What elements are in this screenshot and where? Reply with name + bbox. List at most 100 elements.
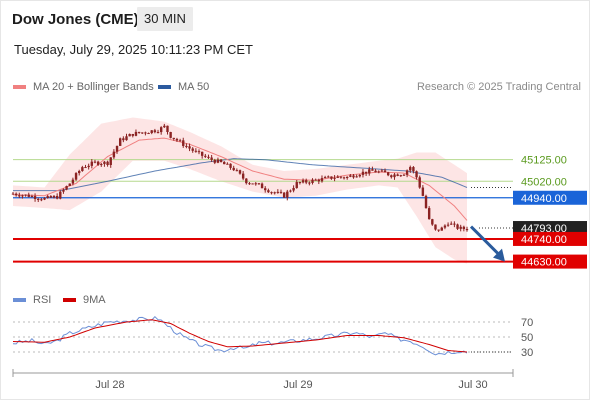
candle-body [163, 125, 166, 128]
candle-body [27, 194, 30, 197]
candle [282, 192, 286, 198]
candle-body [74, 173, 78, 180]
candle-body [289, 190, 292, 192]
ma20-label: MA 20 + Bollinger Bands [33, 81, 154, 93]
candle-body [153, 130, 157, 133]
candle [305, 178, 308, 185]
candle-body [333, 177, 336, 179]
candle-body [118, 138, 122, 146]
support-label: 44740.00 [521, 234, 567, 246]
instrument-title: Dow Jones (CME) [12, 11, 139, 28]
candle-body [245, 178, 248, 184]
candle [178, 138, 182, 142]
candle-body [292, 187, 295, 191]
candle-body [166, 125, 169, 133]
candle-body [33, 196, 37, 199]
candle [55, 193, 59, 200]
candle-body [437, 229, 440, 231]
candle [257, 182, 261, 185]
candle [308, 181, 311, 186]
candle [185, 143, 188, 149]
resistance-label: 45020.00 [521, 176, 567, 188]
candle [402, 173, 406, 176]
candle [144, 131, 147, 136]
candle-body [185, 145, 188, 147]
candle-body [450, 223, 453, 225]
candle-body [336, 176, 339, 178]
candle [37, 197, 40, 203]
candle-body [371, 169, 374, 171]
candle-body [431, 219, 434, 225]
candle [320, 175, 324, 183]
ma20-line [12, 137, 468, 221]
candle [100, 162, 103, 167]
candle [330, 176, 333, 180]
candle [264, 186, 267, 193]
candle-body [109, 157, 112, 165]
candle-body [251, 183, 254, 185]
candle-body [368, 169, 371, 174]
rsi-tick-label: 30 [521, 347, 533, 359]
candle [109, 157, 112, 168]
candle-body [286, 191, 289, 198]
candle [273, 191, 276, 195]
candle-body [46, 196, 49, 199]
candle [27, 192, 30, 198]
candlesticks [11, 123, 469, 232]
ma50-swatch [158, 85, 171, 89]
candle-body [204, 155, 207, 157]
candle-body [156, 132, 160, 134]
candle [396, 173, 399, 177]
candle [204, 153, 207, 158]
candle [191, 147, 194, 153]
ma20-swatch [13, 85, 26, 89]
candle-body [393, 174, 396, 178]
candle-body [241, 173, 245, 179]
candle [141, 132, 144, 134]
candle-body [456, 224, 459, 229]
candle-body [327, 176, 330, 178]
support-label-bg [513, 231, 587, 246]
candle [323, 175, 327, 179]
candle [238, 169, 242, 175]
candle [260, 182, 264, 189]
candle-body [264, 188, 267, 191]
candle [248, 182, 251, 185]
candle-body [311, 179, 314, 183]
ma50-line [13, 158, 468, 192]
candle [434, 224, 437, 231]
candle [412, 166, 415, 174]
candle [409, 165, 412, 173]
candle-body [159, 127, 163, 133]
candle [169, 131, 172, 139]
candle [374, 168, 377, 173]
candle-body [257, 183, 261, 185]
candle-body [330, 176, 333, 179]
candle [333, 175, 336, 182]
timeframe-badge[interactable]: 30 MIN [137, 7, 193, 31]
candle [393, 172, 396, 180]
candle-body [49, 196, 53, 198]
candle [254, 181, 257, 186]
x-tick-label: Jul 29 [283, 379, 312, 391]
candle-body [364, 171, 368, 174]
candle-body [267, 190, 270, 193]
candle-body [207, 156, 210, 158]
candle [49, 195, 53, 198]
candle-body [355, 176, 358, 178]
candle-body [147, 133, 150, 135]
candle-body [219, 159, 223, 162]
candle-body [59, 191, 62, 199]
candle-body [87, 165, 90, 168]
forecast-arrow-shaft [469, 225, 502, 257]
candle [106, 160, 109, 167]
forecast-arrow-head [493, 248, 505, 262]
support-label: 44630.00 [521, 257, 567, 269]
ma9-swatch [63, 298, 76, 302]
candle [175, 137, 179, 142]
candle-body [125, 136, 128, 141]
candle-body [43, 198, 46, 200]
candle [298, 181, 302, 185]
moving-averages [12, 137, 468, 221]
